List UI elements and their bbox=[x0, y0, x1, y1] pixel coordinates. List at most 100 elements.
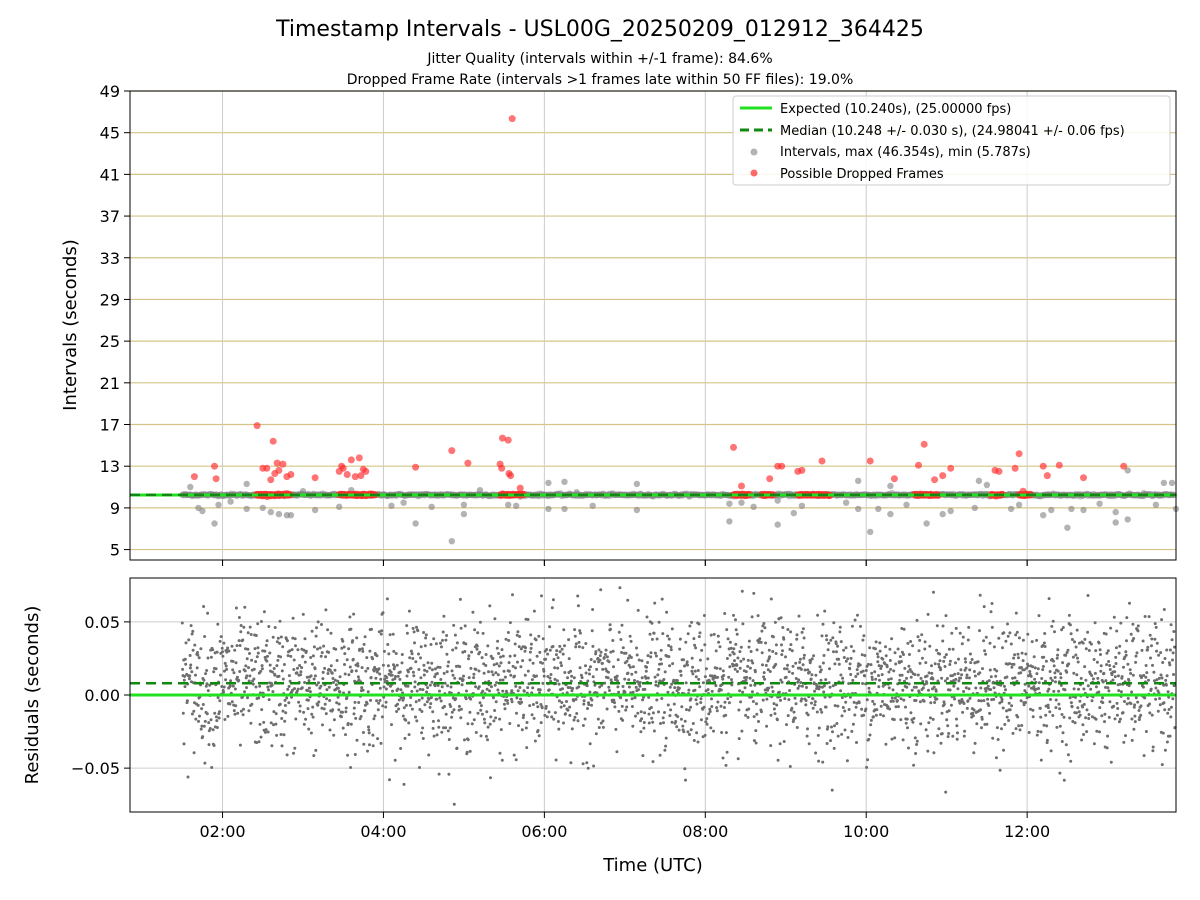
residual-point bbox=[199, 727, 203, 731]
residual-point bbox=[313, 674, 317, 678]
residual-point bbox=[1085, 708, 1089, 712]
residual-point bbox=[690, 620, 694, 624]
residual-point bbox=[1155, 649, 1159, 653]
residual-point bbox=[979, 699, 983, 703]
residual-point bbox=[455, 746, 459, 750]
residual-point bbox=[1045, 738, 1049, 742]
residual-point bbox=[1039, 715, 1043, 719]
residual-point bbox=[203, 761, 207, 765]
residual-point bbox=[544, 657, 548, 661]
residual-point bbox=[723, 700, 727, 704]
residual-point bbox=[598, 654, 602, 658]
residual-point bbox=[276, 636, 280, 640]
residual-point bbox=[816, 613, 820, 617]
dropped-frame-point bbox=[995, 467, 1003, 475]
residual-point bbox=[860, 707, 864, 711]
residual-point bbox=[824, 705, 828, 709]
residual-point bbox=[1162, 608, 1166, 611]
residual-point bbox=[516, 689, 520, 693]
interval-point bbox=[1124, 516, 1131, 523]
residual-point bbox=[489, 776, 492, 780]
residual-point bbox=[555, 679, 559, 683]
residual-point bbox=[1131, 639, 1135, 643]
residual-point bbox=[1070, 638, 1074, 641]
residual-point bbox=[1157, 676, 1161, 680]
residual-point bbox=[409, 649, 413, 653]
residual-point bbox=[397, 698, 401, 702]
residual-point bbox=[548, 625, 552, 629]
residual-point bbox=[605, 655, 609, 659]
residual-point bbox=[540, 706, 544, 710]
residual-point bbox=[649, 706, 653, 709]
dropped-frame-point bbox=[1011, 464, 1019, 472]
residual-point bbox=[970, 658, 974, 661]
residual-point bbox=[441, 638, 444, 642]
residual-point bbox=[480, 712, 484, 716]
interval-point bbox=[561, 478, 568, 485]
residual-point bbox=[751, 661, 755, 665]
residual-point bbox=[1032, 655, 1036, 659]
residual-point bbox=[349, 722, 353, 726]
residual-point bbox=[277, 674, 281, 678]
residual-point bbox=[715, 666, 719, 670]
residual-point bbox=[809, 659, 812, 663]
residual-point bbox=[677, 728, 681, 732]
residual-point bbox=[869, 718, 873, 722]
residual-point bbox=[259, 620, 263, 623]
residual-point bbox=[1005, 709, 1008, 713]
residual-point bbox=[947, 709, 951, 713]
residual-point bbox=[1065, 670, 1069, 674]
residual-point bbox=[992, 697, 996, 701]
residual-point bbox=[1078, 713, 1082, 717]
residual-point bbox=[692, 739, 696, 742]
residual-point bbox=[247, 679, 251, 683]
dropped-frame-point bbox=[269, 437, 277, 445]
residual-point bbox=[878, 649, 882, 653]
residual-point bbox=[1054, 680, 1057, 684]
residual-point bbox=[734, 642, 738, 646]
residual-point bbox=[721, 669, 725, 673]
residual-point bbox=[481, 696, 485, 700]
interval-point bbox=[199, 507, 206, 515]
residual-point bbox=[526, 686, 530, 690]
residual-point bbox=[951, 647, 955, 651]
residual-point bbox=[376, 737, 380, 741]
residual-point bbox=[918, 638, 922, 642]
residual-point bbox=[930, 671, 934, 675]
residual-point bbox=[498, 678, 502, 682]
residual-point bbox=[424, 636, 428, 640]
residual-point bbox=[887, 670, 891, 674]
residual-point bbox=[1107, 660, 1111, 663]
residual-point bbox=[531, 686, 535, 690]
residual-point bbox=[266, 685, 270, 689]
residual-point bbox=[706, 688, 710, 692]
residual-point bbox=[459, 707, 463, 711]
residual-point bbox=[422, 631, 426, 634]
residual-point bbox=[800, 684, 804, 688]
residual-point bbox=[1061, 661, 1065, 665]
residual-point bbox=[366, 666, 370, 670]
residual-point bbox=[536, 705, 540, 709]
residual-point bbox=[985, 686, 989, 690]
residual-point bbox=[447, 660, 451, 664]
residual-point bbox=[483, 721, 487, 725]
residual-point bbox=[614, 727, 618, 731]
residual-point bbox=[392, 649, 396, 653]
residual-point bbox=[237, 678, 241, 682]
residual-point bbox=[901, 688, 905, 692]
residual-point bbox=[1074, 653, 1078, 657]
residual-point bbox=[621, 718, 625, 722]
residual-point bbox=[1130, 690, 1134, 694]
residual-point bbox=[1164, 678, 1168, 682]
residual-point bbox=[732, 613, 735, 617]
residual-point bbox=[302, 722, 306, 726]
residual-point bbox=[980, 726, 983, 730]
residual-point bbox=[519, 665, 523, 669]
residual-point bbox=[402, 706, 406, 710]
residual-point bbox=[968, 652, 972, 656]
residual-point bbox=[702, 614, 706, 617]
residual-point bbox=[570, 727, 574, 731]
residual-point bbox=[385, 676, 389, 679]
residual-point bbox=[711, 677, 715, 681]
residual-point bbox=[824, 634, 828, 638]
